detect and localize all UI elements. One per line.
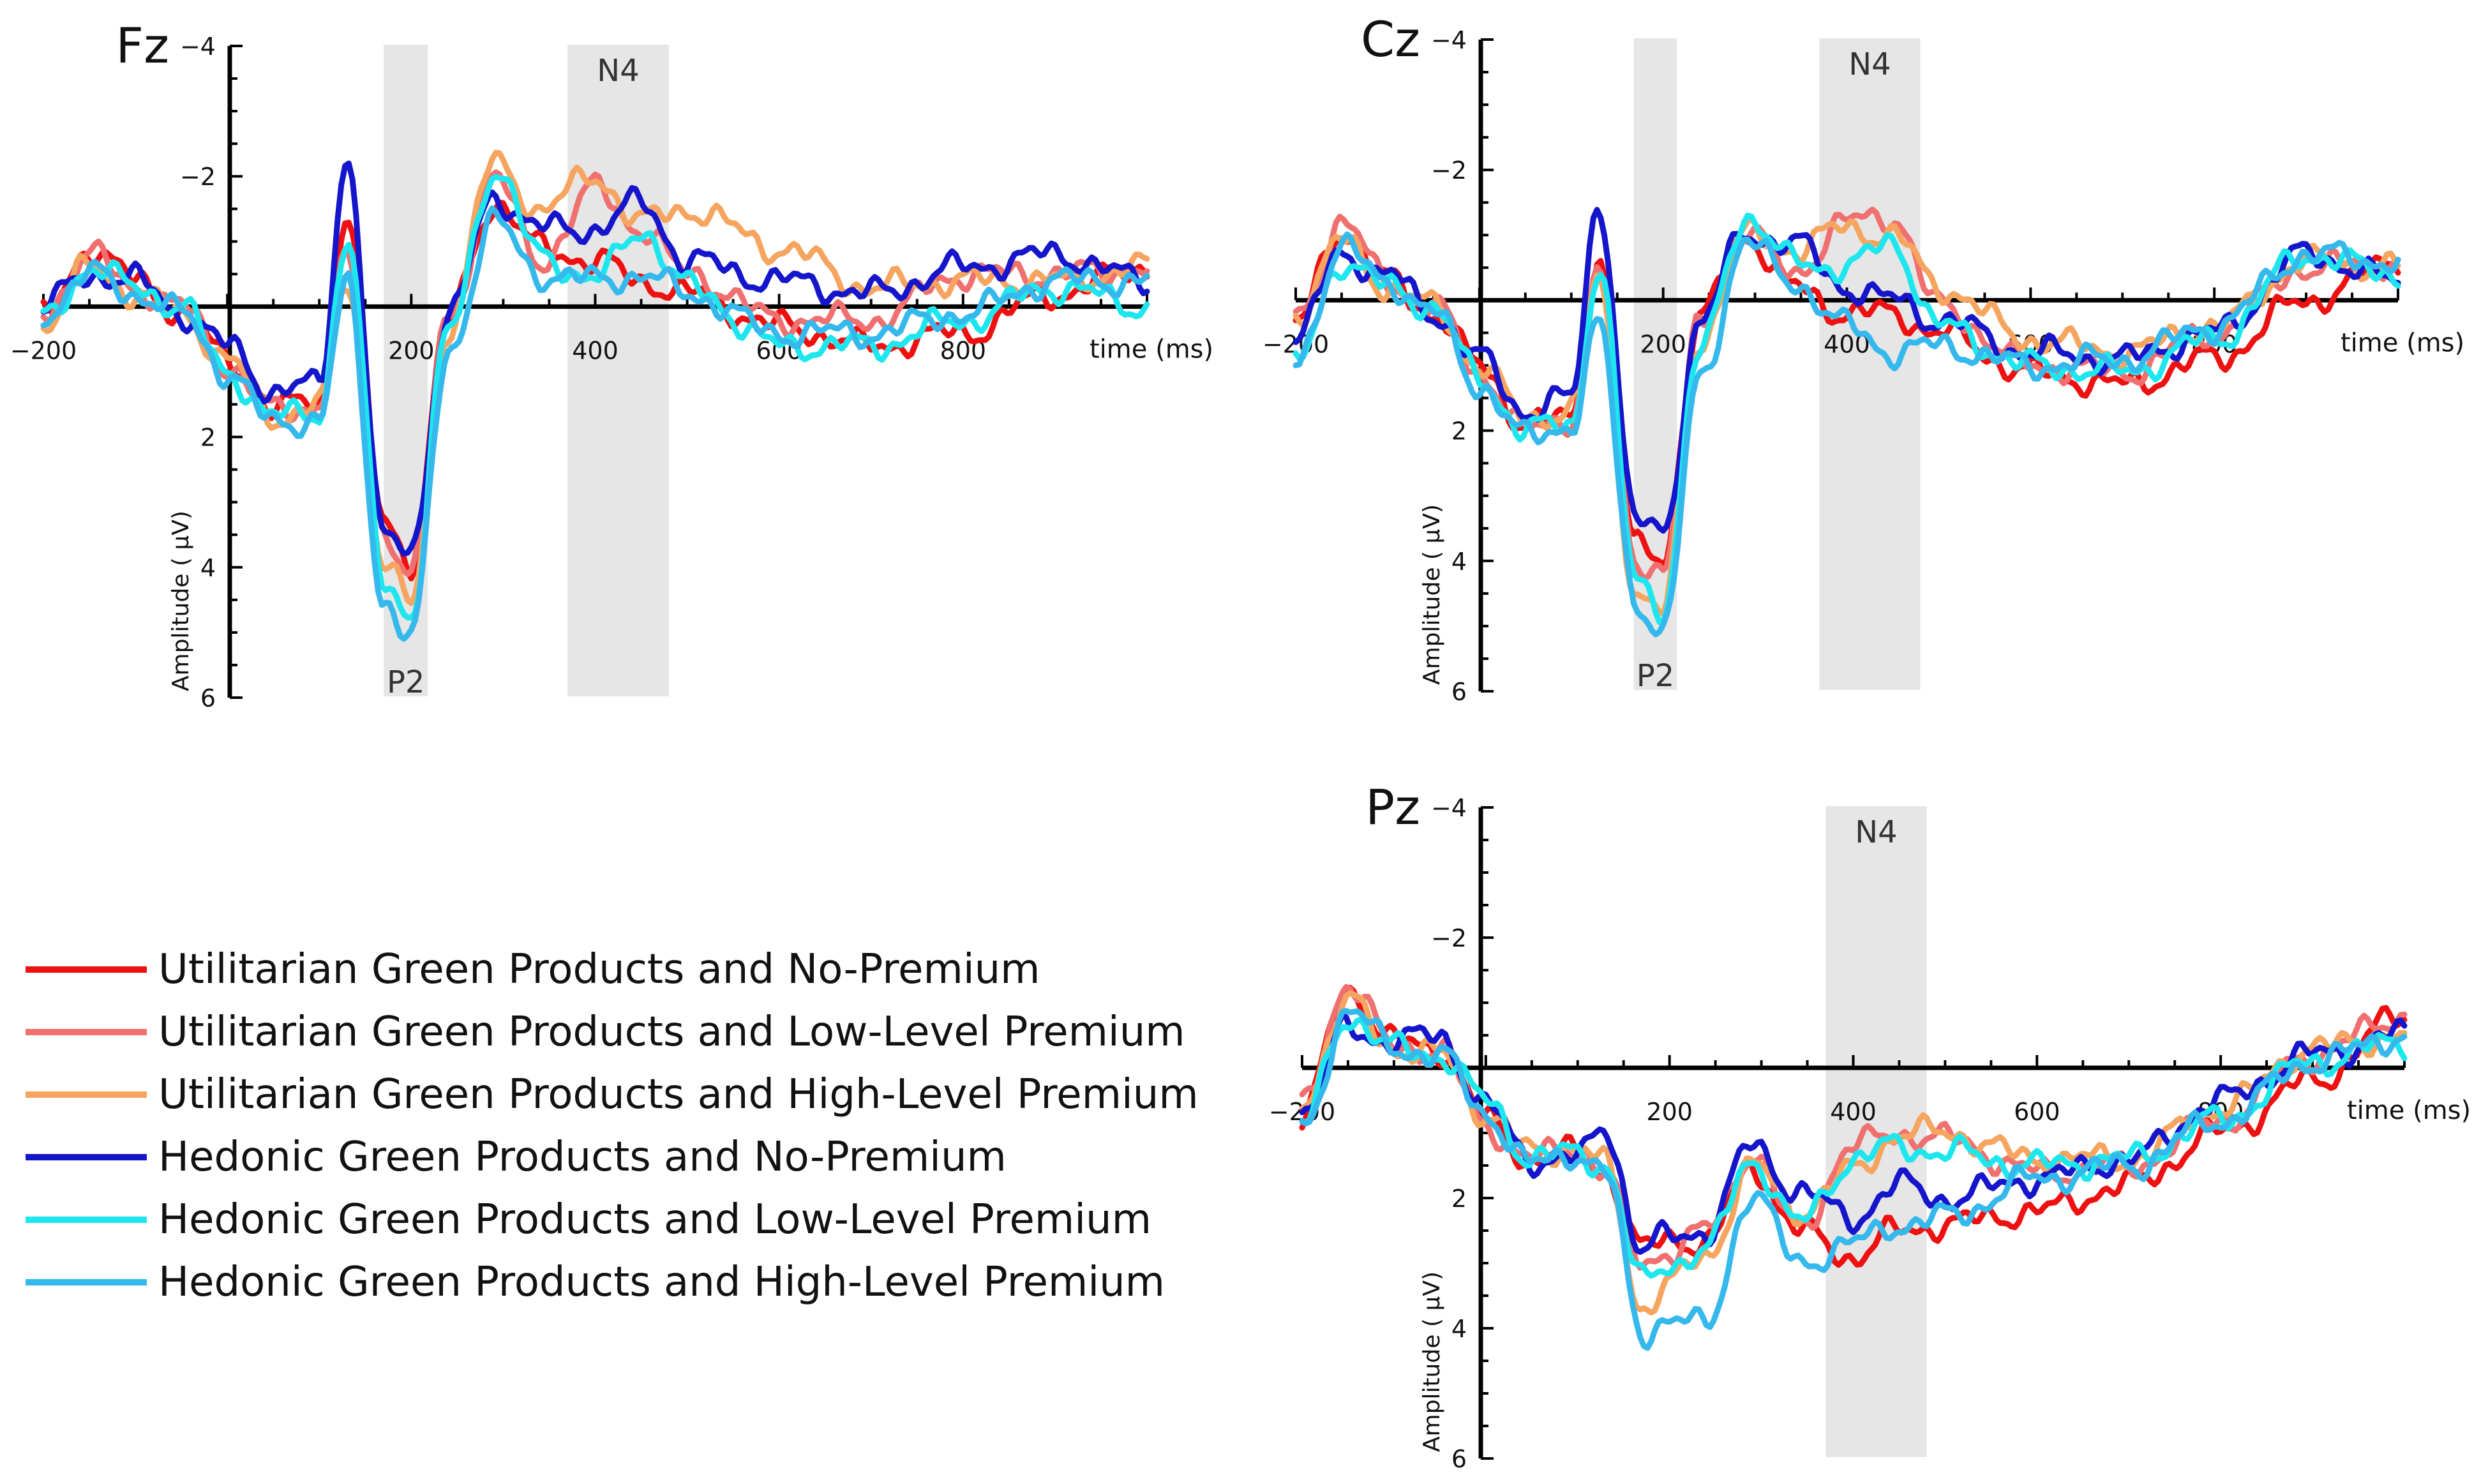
y-tick-label: −2: [1431, 156, 1467, 184]
y-tick-label: −4: [1431, 794, 1467, 822]
window-label-n4: N4: [597, 53, 639, 89]
legend-label: Utilitarian Green Products and No-Premiu…: [158, 946, 1040, 993]
legend-item: Utilitarian Green Products and High-Leve…: [26, 1063, 1199, 1126]
series-line-6: [40, 205, 1150, 642]
series-line-4: [40, 160, 1150, 557]
y-tick-label: 2: [1451, 1185, 1467, 1213]
shaded-window-n4: [567, 45, 669, 696]
panel-title: Cz: [1361, 11, 1420, 68]
series-line-5: [40, 174, 1150, 621]
y-tick-label: 2: [1451, 417, 1467, 446]
legend-swatch: [26, 1279, 147, 1285]
legend-swatch: [26, 1091, 147, 1098]
x-tick-label: 400: [1830, 1098, 1877, 1126]
legend-item: Hedonic Green Products and No-Premium: [26, 1126, 1199, 1188]
series-line-4: [1293, 207, 2401, 534]
legend-item: Utilitarian Green Products and Low-Level…: [26, 1001, 1199, 1063]
series-line-6: [1293, 231, 2401, 638]
legend-swatch: [26, 1217, 147, 1223]
y-tick-label: 6: [1451, 1445, 1467, 1473]
x-tick-label: 200: [1640, 330, 1686, 358]
y-tick-label: −2: [1431, 924, 1467, 952]
legend-label: Utilitarian Green Products and Low-Level…: [158, 1008, 1185, 1056]
x-tick-label: 400: [572, 336, 618, 364]
y-axis-label: Amplitude ( μV): [1419, 1271, 1445, 1452]
legend-label: Hedonic Green Products and Low-Level Pre…: [158, 1196, 1151, 1243]
legend-label: Utilitarian Green Products and High-Leve…: [158, 1071, 1199, 1118]
y-tick-label: −2: [180, 163, 216, 191]
y-tick-label: −4: [1431, 26, 1467, 54]
window-label-p2: P2: [387, 664, 424, 700]
x-tick-label: −200: [10, 336, 77, 364]
legend-item: Hedonic Green Products and Low-Level Pre…: [26, 1188, 1199, 1251]
series-line-5: [1293, 213, 2401, 626]
window-label-n4: N4: [1848, 47, 1891, 82]
legend-item: Utilitarian Green Products and No-Premiu…: [26, 938, 1199, 1001]
shaded-window-n4: [1819, 38, 1921, 690]
y-tick-label: 6: [1451, 678, 1467, 706]
legend-swatch: [26, 1154, 147, 1160]
legend-swatch: [26, 966, 147, 973]
y-tick-label: −4: [180, 33, 216, 61]
y-axis-label: Amplitude ( μV): [1419, 504, 1445, 685]
x-axis-label: time (ms): [2347, 1096, 2471, 1125]
y-tick-label: 6: [200, 684, 216, 712]
panel-title: Pz: [1365, 779, 1420, 836]
legend-label: Hedonic Green Products and No-Premium: [158, 1134, 1007, 1181]
series-line-3: [40, 149, 1150, 606]
y-tick-label: 4: [1451, 548, 1467, 576]
series-line-5: [1299, 1016, 2408, 1279]
x-tick-label: 200: [388, 336, 435, 364]
x-tick-label: 600: [2014, 1098, 2060, 1126]
y-axis-label: Amplitude ( μV): [168, 511, 194, 691]
y-tick-label: 2: [200, 424, 216, 452]
series-line-3: [1293, 216, 2401, 617]
x-tick-label: 200: [1646, 1098, 1693, 1126]
y-tick-label: 4: [200, 554, 216, 582]
panel-title: Fz: [116, 17, 169, 74]
series-line-6: [1299, 1008, 2408, 1351]
window-label-n4: N4: [1855, 814, 1897, 850]
legend-swatch: [26, 1029, 147, 1035]
x-axis-label: time (ms): [2341, 328, 2464, 357]
legend-label: Hedonic Green Products and High-Level Pr…: [158, 1259, 1165, 1306]
y-tick-label: 4: [1451, 1315, 1467, 1343]
window-label-p2: P2: [1637, 658, 1674, 694]
x-axis-label: time (ms): [1090, 334, 1213, 364]
legend: Utilitarian Green Products and No-Premiu…: [26, 938, 1199, 1314]
legend-item: Hedonic Green Products and High-Level Pr…: [26, 1251, 1199, 1314]
